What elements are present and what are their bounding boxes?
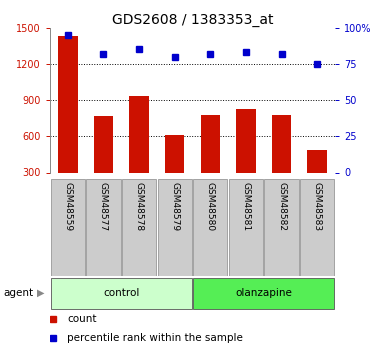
Bar bbox=[193, 278, 334, 309]
Bar bbox=[122, 179, 156, 276]
Text: GSM48580: GSM48580 bbox=[206, 182, 215, 231]
Bar bbox=[157, 179, 192, 276]
Text: olanzapine: olanzapine bbox=[235, 288, 292, 297]
Bar bbox=[94, 116, 113, 172]
Bar bbox=[58, 36, 78, 172]
Bar bbox=[201, 115, 220, 172]
Title: GDS2608 / 1383353_at: GDS2608 / 1383353_at bbox=[112, 12, 273, 27]
Bar bbox=[129, 96, 149, 172]
Bar bbox=[264, 179, 299, 276]
Bar bbox=[51, 179, 85, 276]
Bar bbox=[165, 135, 184, 172]
Bar bbox=[193, 179, 228, 276]
Text: GSM48579: GSM48579 bbox=[170, 182, 179, 231]
Text: GSM48583: GSM48583 bbox=[313, 182, 321, 231]
Text: GSM48577: GSM48577 bbox=[99, 182, 108, 231]
Text: GSM48578: GSM48578 bbox=[135, 182, 144, 231]
Text: ▶: ▶ bbox=[37, 288, 44, 297]
Text: agent: agent bbox=[4, 288, 34, 297]
Text: GSM48582: GSM48582 bbox=[277, 182, 286, 231]
Bar bbox=[86, 179, 121, 276]
Bar bbox=[307, 150, 327, 172]
Text: control: control bbox=[103, 288, 139, 297]
Text: percentile rank within the sample: percentile rank within the sample bbox=[67, 333, 243, 343]
Bar bbox=[272, 115, 291, 172]
Text: count: count bbox=[67, 314, 97, 324]
Bar bbox=[236, 108, 256, 172]
Text: GSM48559: GSM48559 bbox=[64, 182, 72, 231]
Bar bbox=[229, 179, 263, 276]
Bar bbox=[300, 179, 334, 276]
Bar bbox=[51, 278, 192, 309]
Text: GSM48581: GSM48581 bbox=[241, 182, 250, 231]
